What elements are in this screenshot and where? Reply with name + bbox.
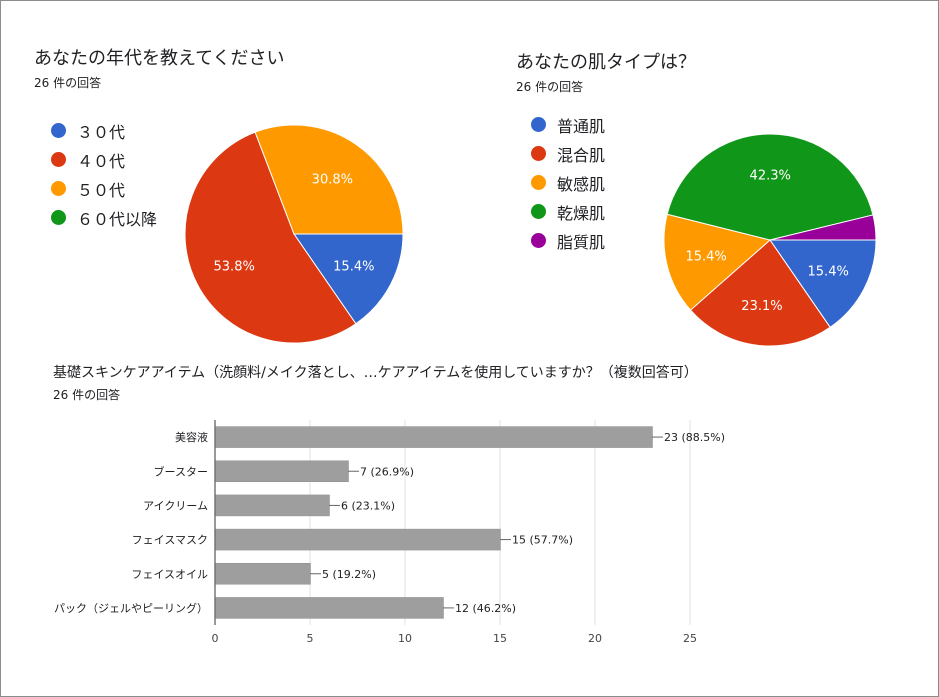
skin-legend-swatch: [531, 175, 546, 190]
age-slice-label: 53.8%: [214, 259, 255, 274]
skin-slice: [769, 214, 877, 241]
items-x-tick-label: 15: [493, 632, 507, 645]
age-legend-swatch: [51, 210, 66, 225]
skin-chart-response-count: 26 件の回答: [516, 80, 584, 94]
skin-legend-swatch: [531, 204, 546, 219]
items-data-label: 7 (26.9%): [360, 465, 414, 478]
items-bar: [215, 426, 653, 448]
items-x-tick-label: 10: [398, 632, 412, 645]
skin-legend-label: 混合肌: [557, 145, 606, 165]
items-bar-chart: 0 5 10 15 20 25 美容液 23 (88.5%) ブースター 7 (26.9%) アイク…: [54, 420, 725, 645]
age-legend-label: ４０代: [77, 151, 126, 171]
age-slice-label: 30.8%: [312, 172, 353, 187]
age-legend-label: ６０代以降: [77, 209, 158, 229]
items-data-label: 15 (57.7%): [512, 534, 573, 547]
age-legend-label: ５０代: [77, 180, 126, 200]
age-slice: [184, 131, 357, 344]
skin-slice: [666, 133, 874, 241]
age-chart-response-count: 26 件の回答: [34, 76, 102, 90]
skin-legend-label: 乾燥肌: [557, 203, 606, 223]
skin-slice: [663, 213, 772, 311]
skin-slice-label: 15.4%: [808, 265, 849, 280]
items-x-tick-label: 5: [307, 632, 314, 645]
items-x-tick-label: 20: [588, 632, 602, 645]
items-category-label: フェイスマスク: [132, 534, 208, 547]
items-data-label: 23 (88.5%): [664, 431, 725, 444]
skin-legend-item: 普通肌: [531, 110, 605, 139]
items-category-label: アイクリーム: [143, 499, 208, 512]
items-bar: [215, 494, 330, 517]
age-legend-item: ６０代以降: [51, 203, 157, 232]
skin-pie-chart: 15.4% 23.1% 15.4% 42.3%: [663, 133, 877, 347]
skin-legend-item: 敏感肌: [531, 168, 605, 197]
age-legend-swatch: [51, 152, 66, 167]
items-bar: [215, 460, 349, 482]
skin-legend-swatch: [531, 117, 546, 132]
skin-chart-title: あなたの肌タイプは？: [516, 52, 696, 73]
skin-slice-label: 23.1%: [741, 299, 782, 314]
age-slice: [254, 124, 404, 235]
items-category-label: 美容液: [175, 430, 208, 444]
items-data-label: 12 (46.2%): [455, 602, 516, 615]
age-legend-item: ５０代: [51, 174, 157, 203]
items-chart-title: 基礎スキンケアアイテム（洗顔料/メイク落とし、…ケアアイテムを使用していますか？…: [53, 365, 698, 381]
age-chart-title: あなたの年代を教えてください: [34, 48, 285, 69]
items-category-label: ブースター: [154, 464, 208, 478]
age-slice-label: 15.4%: [333, 259, 374, 274]
items-data-label: 6 (23.1%): [341, 499, 395, 512]
items-bar: [215, 563, 311, 585]
skin-chart-legend: 普通肌混合肌敏感肌乾燥肌脂質肌: [531, 110, 605, 255]
items-category-label: フェイスオイル: [131, 568, 208, 581]
skin-slice: [689, 239, 831, 347]
skin-legend-item: 脂質肌: [531, 226, 605, 255]
age-legend-item: ４０代: [51, 145, 157, 174]
skin-slice: [769, 239, 877, 328]
age-slice: [293, 233, 404, 325]
items-data-label: 5 (19.2%): [322, 568, 376, 581]
skin-legend-swatch: [531, 146, 546, 161]
skin-legend-label: 普通肌: [557, 116, 606, 136]
items-chart-response-count: 26 件の回答: [53, 388, 121, 402]
items-x-tick-label: 0: [212, 632, 219, 645]
age-legend-label: ３０代: [77, 122, 126, 142]
items-bar: [215, 528, 501, 551]
age-legend-item: ３０代: [51, 116, 157, 145]
age-legend-swatch: [51, 123, 66, 138]
age-pie-chart: 15.4% 53.8% 30.8%: [184, 124, 404, 344]
age-chart-legend: ３０代 ４０代 ５０代 ６０代以降: [51, 116, 157, 232]
skin-legend-label: 敏感肌: [557, 174, 606, 194]
skin-slice-label: 15.4%: [685, 250, 726, 265]
skin-legend-swatch: [531, 233, 546, 248]
skin-legend-item: 乾燥肌: [531, 197, 605, 226]
skin-legend-label: 脂質肌: [557, 232, 606, 252]
items-category-label: パック（ジェルやピーリング）: [54, 601, 208, 615]
items-x-tick-label: 25: [683, 632, 697, 645]
skin-slice-label: 42.3%: [750, 168, 791, 183]
items-bar: [215, 597, 444, 619]
skin-legend-item: 混合肌: [531, 139, 605, 168]
age-legend-swatch: [51, 181, 66, 196]
